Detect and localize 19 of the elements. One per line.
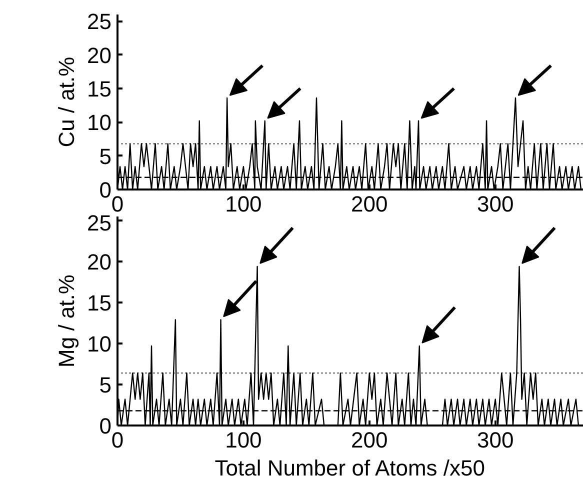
y-tick-label: 15: [87, 76, 112, 102]
y-tick-label: 5: [99, 144, 112, 169]
y-tick-label: 10: [87, 332, 112, 357]
x-tick-label: 100: [225, 192, 262, 216]
y-axis-title: Mg / at.%: [54, 274, 80, 368]
x-axis-title: Total Number of Atoms /x50: [214, 456, 486, 480]
y-axis-title: Cu / at.%: [54, 56, 80, 148]
x-tick-label: 300: [476, 428, 514, 452]
x-tick-label: 100: [225, 428, 262, 452]
y-tick-label: 25: [87, 210, 112, 236]
y-tick-label: 5: [99, 372, 112, 398]
y-tick-label: 20: [87, 42, 112, 68]
x-tick-label: 300: [476, 192, 514, 216]
y-tick-label: 15: [87, 290, 112, 316]
y-tick-label: 10: [87, 110, 112, 136]
x-tick-label: 200: [351, 428, 388, 452]
x-tick-label: 200: [351, 192, 388, 216]
y-tick-label: 20: [87, 250, 112, 275]
y-tick-label: 25: [87, 9, 112, 34]
